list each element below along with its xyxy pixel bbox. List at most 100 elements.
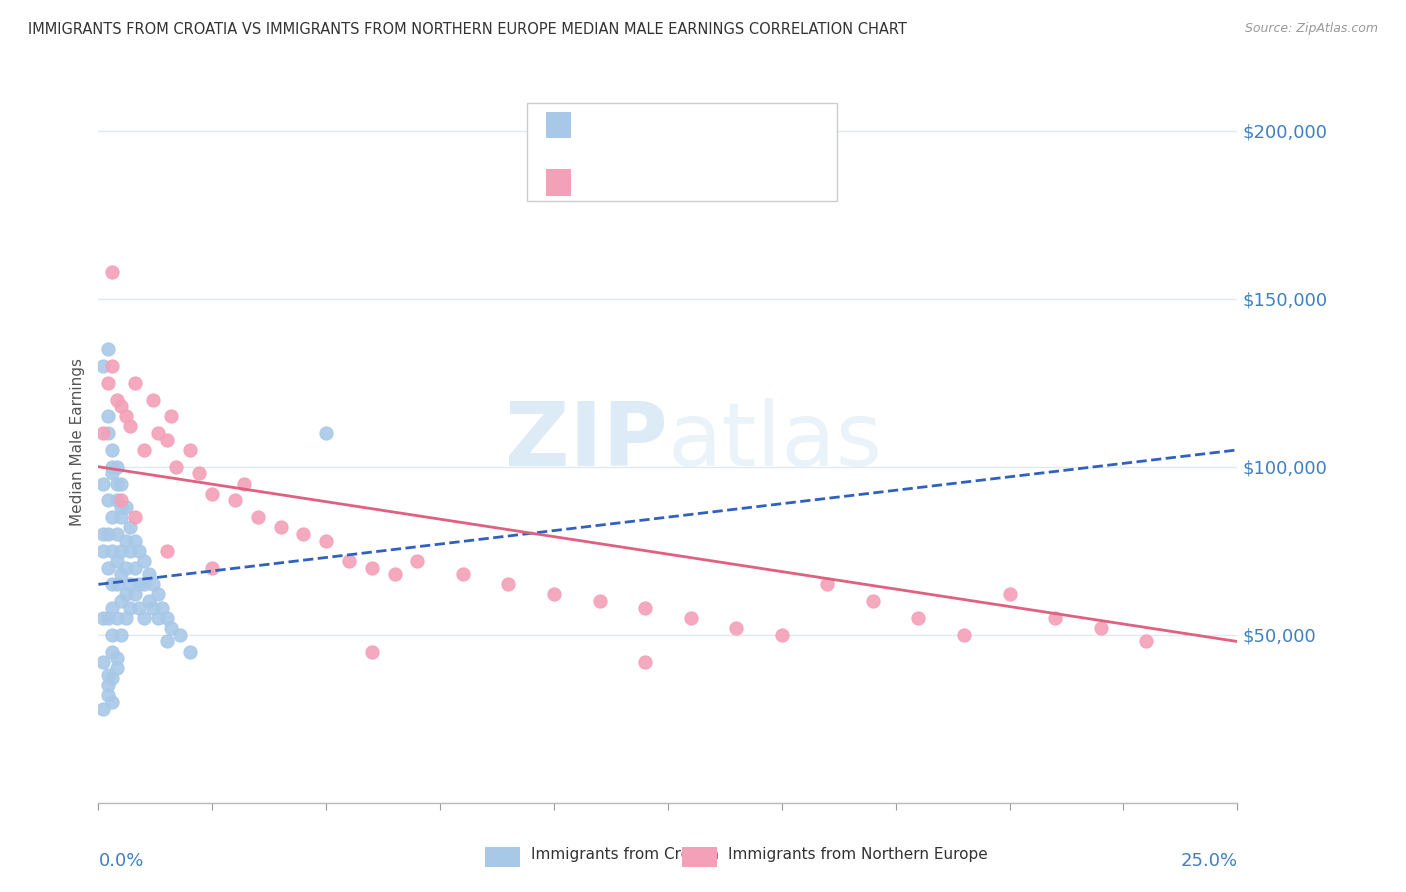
- Point: [124, 510, 146, 524]
- Point: [105, 392, 128, 407]
- Point: [292, 527, 315, 541]
- Point: [150, 600, 173, 615]
- Point: [114, 611, 136, 625]
- Point: [156, 611, 179, 625]
- Point: [1090, 621, 1112, 635]
- Text: R =: R =: [582, 168, 619, 186]
- Point: [91, 426, 114, 441]
- Point: [96, 493, 118, 508]
- Point: [91, 655, 114, 669]
- Point: [91, 702, 114, 716]
- Point: [907, 611, 929, 625]
- Point: [105, 554, 128, 568]
- Point: [124, 376, 146, 390]
- Point: [165, 459, 187, 474]
- Point: [101, 459, 124, 474]
- Text: 0.125: 0.125: [621, 112, 678, 129]
- Point: [953, 628, 976, 642]
- Point: [315, 426, 337, 441]
- Point: [1043, 611, 1066, 625]
- Text: N =: N =: [675, 112, 711, 129]
- Point: [110, 594, 132, 608]
- Point: [360, 644, 382, 658]
- Point: [770, 628, 793, 642]
- Point: [110, 399, 132, 413]
- Point: [160, 409, 183, 424]
- Point: [96, 678, 118, 692]
- Point: [156, 543, 179, 558]
- Point: [110, 500, 132, 514]
- Point: [451, 567, 474, 582]
- Point: [91, 476, 114, 491]
- Point: [114, 560, 136, 574]
- Point: [224, 493, 246, 508]
- Point: [96, 342, 118, 356]
- Point: [187, 467, 209, 481]
- Point: [146, 611, 169, 625]
- Point: [110, 510, 132, 524]
- Point: [138, 567, 160, 582]
- Point: [101, 510, 124, 524]
- Point: [96, 560, 118, 574]
- Point: [201, 560, 224, 574]
- Point: [146, 587, 169, 601]
- Point: [105, 493, 128, 508]
- Text: N =: N =: [675, 168, 711, 186]
- Point: [128, 600, 150, 615]
- Point: [815, 577, 838, 591]
- Point: [91, 543, 114, 558]
- Point: [315, 533, 337, 548]
- Point: [498, 577, 520, 591]
- Point: [132, 442, 155, 457]
- Point: [246, 510, 269, 524]
- Point: [179, 442, 201, 457]
- Point: [337, 554, 360, 568]
- Point: [384, 567, 406, 582]
- Point: [96, 668, 118, 682]
- Point: [156, 433, 179, 447]
- Point: [105, 476, 128, 491]
- Point: [160, 621, 183, 635]
- Point: [120, 600, 142, 615]
- Point: [725, 621, 748, 635]
- Text: R =: R =: [582, 112, 619, 129]
- Point: [128, 543, 150, 558]
- Point: [96, 426, 118, 441]
- Point: [543, 587, 565, 601]
- Point: [114, 587, 136, 601]
- Point: [233, 476, 256, 491]
- Point: [132, 611, 155, 625]
- Point: [101, 644, 124, 658]
- Point: [101, 359, 124, 373]
- Point: [101, 672, 124, 686]
- Point: [101, 577, 124, 591]
- Point: [105, 527, 128, 541]
- Point: [120, 577, 142, 591]
- Point: [101, 628, 124, 642]
- Point: [101, 600, 124, 615]
- Point: [270, 520, 292, 534]
- Point: [101, 543, 124, 558]
- Point: [101, 467, 124, 481]
- Text: 25.0%: 25.0%: [1180, 852, 1237, 870]
- Text: IMMIGRANTS FROM CROATIA VS IMMIGRANTS FROM NORTHERN EUROPE MEDIAN MALE EARNINGS : IMMIGRANTS FROM CROATIA VS IMMIGRANTS FR…: [28, 22, 907, 37]
- Text: 50: 50: [714, 168, 740, 186]
- Point: [142, 577, 165, 591]
- Point: [96, 688, 118, 702]
- Point: [110, 543, 132, 558]
- Point: [114, 500, 136, 514]
- Text: Source: ZipAtlas.com: Source: ZipAtlas.com: [1244, 22, 1378, 36]
- Point: [114, 409, 136, 424]
- Text: atlas: atlas: [668, 398, 883, 485]
- Point: [101, 265, 124, 279]
- Point: [96, 527, 118, 541]
- Text: -0.283: -0.283: [621, 168, 686, 186]
- Point: [105, 611, 128, 625]
- Text: ZIP: ZIP: [505, 398, 668, 485]
- Point: [169, 628, 191, 642]
- Point: [91, 359, 114, 373]
- Point: [91, 611, 114, 625]
- Point: [105, 459, 128, 474]
- Point: [105, 661, 128, 675]
- Point: [124, 587, 146, 601]
